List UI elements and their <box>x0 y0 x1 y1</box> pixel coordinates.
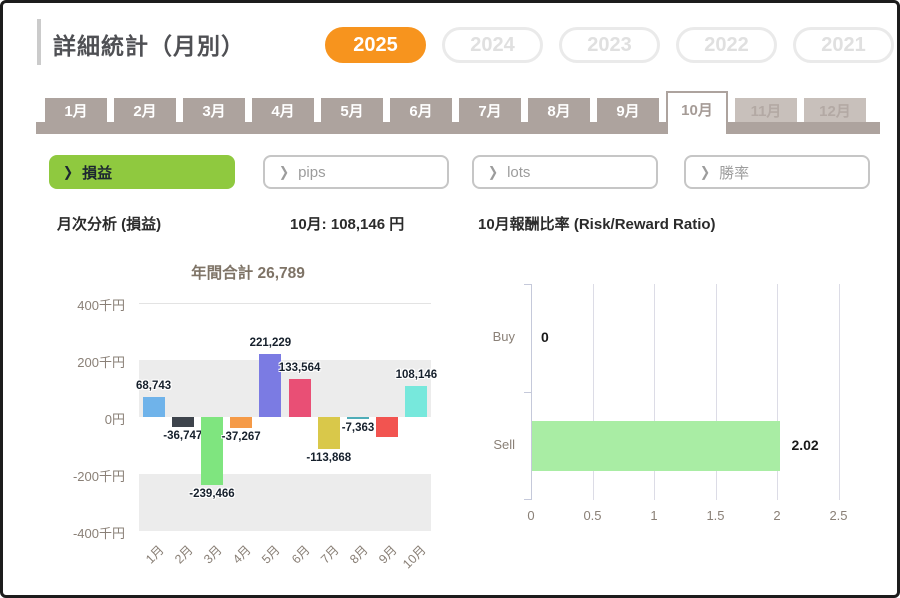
bar-value-label: -7,363 <box>341 422 375 435</box>
year-pill-2021[interactable]: 2021 <box>793 27 894 63</box>
month-tab-5月[interactable]: 5月 <box>321 98 383 122</box>
bar-value-label: -36,747 <box>163 430 203 443</box>
bar-10月 <box>405 386 428 417</box>
gridline-x-1.5 <box>715 284 717 500</box>
bar-4月 <box>230 417 253 428</box>
month-tab-3月[interactable]: 3月 <box>183 98 245 122</box>
y-axis-label: 0円 <box>104 412 125 427</box>
bar-value-label: 108,146 <box>395 369 438 382</box>
month-tab-4月[interactable]: 4月 <box>252 98 314 122</box>
x-tick-label: 2 <box>773 508 781 523</box>
bar-value-label: -37,267 <box>221 430 261 443</box>
bar-value-label: 133,564 <box>278 361 321 374</box>
year-pill-2023[interactable]: 2023 <box>559 27 660 63</box>
metric-button-label: lots <box>507 163 531 181</box>
metric-button-lots[interactable]: ❯ lots <box>472 155 658 189</box>
gridline-x-2.5 <box>838 284 840 500</box>
y-axis-line <box>531 284 532 500</box>
bar-8月 <box>347 417 369 420</box>
band-0-200k <box>139 360 431 417</box>
bar-5月 <box>259 353 282 417</box>
metric-button-損益[interactable]: ❯ 損益 <box>49 155 235 189</box>
chevron-right-icon: ❯ <box>279 163 290 181</box>
axis-tick <box>524 499 531 500</box>
gridline-x-2 <box>777 284 778 500</box>
month-tab-10月[interactable]: 10月 <box>666 91 728 134</box>
month-total-header: 10月: 108,146 円 <box>290 216 405 233</box>
band-neg200-400k <box>139 474 431 531</box>
title-accent-rule <box>37 19 41 65</box>
month-tab-11月: 11月 <box>735 98 797 122</box>
bar-value-label: 68,743 <box>136 380 172 393</box>
chevron-right-icon: ❯ <box>63 163 74 181</box>
category-label-Buy: Buy <box>492 329 515 344</box>
x-tick-label: 1.5 <box>706 508 725 523</box>
gridline-x-1 <box>654 284 655 500</box>
bar-2月 <box>171 417 194 428</box>
month-tab-9月[interactable]: 9月 <box>597 98 659 122</box>
gridline-x-0.5 <box>592 284 594 500</box>
bar-value-label: 221,229 <box>249 336 292 349</box>
chevron-right-icon: ❯ <box>700 163 711 181</box>
year-pill-2024[interactable]: 2024 <box>442 27 543 63</box>
metric-button-label: 損益 <box>82 164 113 182</box>
axis-tick <box>524 284 531 285</box>
bar-7月 <box>317 417 340 450</box>
rr-section-header: 10月報酬比率 (Risk/Reward Ratio) <box>478 216 716 233</box>
bar-3月 <box>201 417 223 486</box>
y-axis-label: 400千円 <box>77 298 125 313</box>
axis-tick <box>524 392 531 393</box>
y-axis-label: -400千円 <box>72 526 125 541</box>
metric-button-pips[interactable]: ❯ pips <box>263 155 449 189</box>
chart-title: 年間合計 26,789 <box>191 265 305 282</box>
left-section-header: 月次分析 (損益) <box>57 216 162 233</box>
x-tick-label: 2.5 <box>829 508 848 523</box>
gridline-400k <box>139 303 431 304</box>
metric-button-label: pips <box>298 163 326 181</box>
month-tab-7月[interactable]: 7月 <box>459 98 521 122</box>
month-tab-6月[interactable]: 6月 <box>390 98 452 122</box>
year-pill-2022[interactable]: 2022 <box>676 27 777 63</box>
year-pill-2025[interactable]: 2025 <box>325 27 426 63</box>
bar-value-label: -113,868 <box>306 452 352 465</box>
chevron-right-icon: ❯ <box>488 163 499 181</box>
x-tick-label: 0 <box>527 508 535 523</box>
page-title: 詳細統計（月別） <box>53 33 245 59</box>
bar-value-label: 2.02 <box>791 437 819 453</box>
bar-6月 <box>288 378 311 417</box>
bar-1月 <box>142 397 165 417</box>
bar-value-label: -239,466 <box>189 488 235 501</box>
metric-button-勝率[interactable]: ❯ 勝率 <box>684 155 870 189</box>
category-label-Sell: Sell <box>493 437 515 452</box>
metric-button-label: 勝率 <box>719 164 750 182</box>
x-tick-label: 1 <box>650 508 658 523</box>
y-axis-label: -200千円 <box>72 469 125 484</box>
bar-9月 <box>376 417 399 437</box>
month-tab-12月: 12月 <box>804 98 866 122</box>
month-tab-2月[interactable]: 2月 <box>114 98 176 122</box>
month-tab-8月[interactable]: 8月 <box>528 98 590 122</box>
y-axis-label: 200千円 <box>77 355 125 370</box>
month-tab-baseline-bar <box>36 122 880 134</box>
bar-Sell <box>532 421 781 471</box>
x-tick-label: 0.5 <box>583 508 602 523</box>
month-tab-1月[interactable]: 1月 <box>45 98 107 122</box>
bar-value-label: 0 <box>541 329 549 345</box>
